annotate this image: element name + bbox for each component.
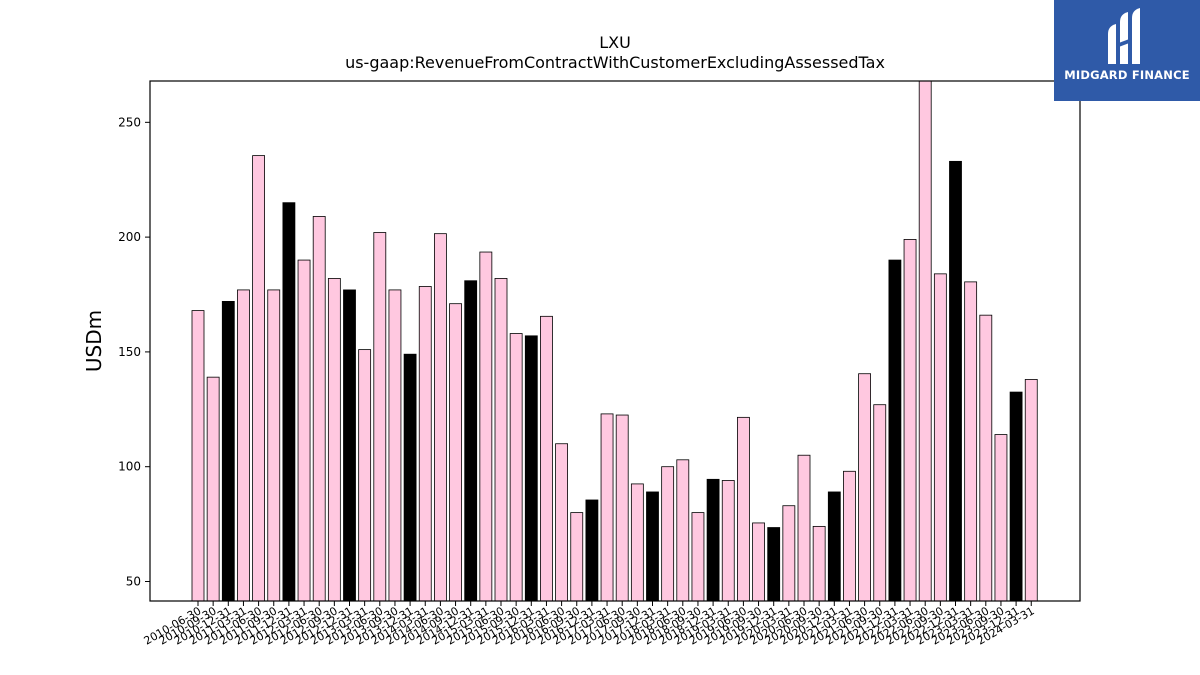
- bar-2016-12-31: [585, 499, 599, 602]
- bar-2022-12-31: [949, 160, 962, 602]
- logo-text: MIDGARD FINANCE: [1064, 68, 1190, 82]
- bar-2013-03-31: [358, 349, 372, 602]
- bar-2016-09-30: [570, 512, 584, 602]
- bar-2012-06-30: [312, 216, 326, 602]
- bar-2022-06-30: [918, 80, 932, 602]
- bar-2011-09-30: [267, 289, 281, 602]
- y-tick-label: 50: [126, 574, 141, 588]
- bar-2014-06-30: [433, 233, 447, 602]
- bar-2017-06-30: [615, 414, 629, 602]
- bar-2010-12-31: [221, 300, 235, 602]
- bar-2022-03-31: [903, 239, 917, 602]
- bar-2020-06-30: [797, 454, 811, 602]
- y-axis-label: USDm: [82, 310, 106, 372]
- bar-2020-12-31: [827, 491, 841, 602]
- bar-2010-06-30: [191, 310, 205, 602]
- bar-2021-12-31: [888, 259, 902, 602]
- bar-2013-09-30: [388, 289, 402, 602]
- bar-2011-03-31: [237, 289, 250, 602]
- bar-2016-06-30: [555, 443, 568, 602]
- bar-2011-06-30: [252, 155, 266, 602]
- bar-2019-06-30: [737, 416, 750, 602]
- bar-2018-06-30: [676, 459, 690, 602]
- chart-title: LXU: [599, 33, 631, 52]
- bar-2020-03-31: [782, 505, 796, 602]
- bar-2015-06-30: [494, 278, 508, 602]
- bar-2023-06-30: [979, 314, 993, 602]
- bar-2016-03-31: [540, 315, 553, 602]
- bar-2010-09-30: [206, 376, 220, 602]
- bar-2018-09-30: [691, 512, 705, 602]
- bar-2018-03-31: [661, 466, 675, 602]
- bar-2014-12-31: [464, 280, 478, 602]
- bar-2021-03-31: [843, 470, 856, 602]
- bar-2022-09-30: [933, 273, 947, 602]
- bar-2012-12-31: [343, 289, 356, 602]
- y-tick-label: 100: [118, 460, 141, 474]
- bar-2015-03-31: [479, 251, 493, 602]
- bars-group: [191, 80, 1038, 602]
- bar-2024-03-31: [1024, 379, 1038, 602]
- bar-2023-03-31: [964, 281, 978, 602]
- bar-2014-03-31: [418, 286, 432, 602]
- bar-2011-12-31: [282, 202, 296, 602]
- bar-2019-03-31: [721, 480, 735, 602]
- bar-2013-06-30: [373, 232, 387, 602]
- bar-2023-09-30: [994, 434, 1008, 602]
- bar-2017-03-31: [600, 413, 614, 602]
- bar-2015-12-31: [524, 335, 538, 602]
- y-axis: 50 100 150 200 250: [118, 115, 150, 588]
- bar-2021-09-30: [873, 404, 887, 602]
- chart-subtitle: us-gaap:RevenueFromContractWithCustomerE…: [345, 53, 885, 72]
- plot-frame: [149, 80, 1081, 602]
- bar-2019-09-30: [752, 522, 765, 602]
- bar-2014-09-30: [449, 303, 462, 602]
- midgard-logo-icon: [1108, 8, 1140, 64]
- bar-2012-09-30: [327, 278, 341, 602]
- bar-2015-09-30: [509, 333, 523, 602]
- bar-2017-12-31: [646, 491, 659, 602]
- bar-2017-09-30: [630, 483, 644, 602]
- y-tick-label: 250: [118, 115, 141, 129]
- bar-2013-12-31: [403, 353, 417, 602]
- bar-2019-12-31: [767, 527, 781, 602]
- x-axis: 2010-06-302010-09-302010-12-312011-03-31…: [142, 601, 1037, 648]
- y-tick-label: 150: [118, 345, 141, 359]
- bar-2021-06-30: [858, 373, 871, 602]
- bar-2012-03-31: [297, 259, 311, 602]
- midgard-finance-logo: MIDGARD FINANCE: [1054, 0, 1200, 101]
- y-tick-label: 200: [118, 230, 141, 244]
- bar-2018-12-31: [706, 478, 720, 602]
- bar-2020-09-30: [812, 525, 826, 602]
- bar-2023-12-31: [1009, 391, 1023, 602]
